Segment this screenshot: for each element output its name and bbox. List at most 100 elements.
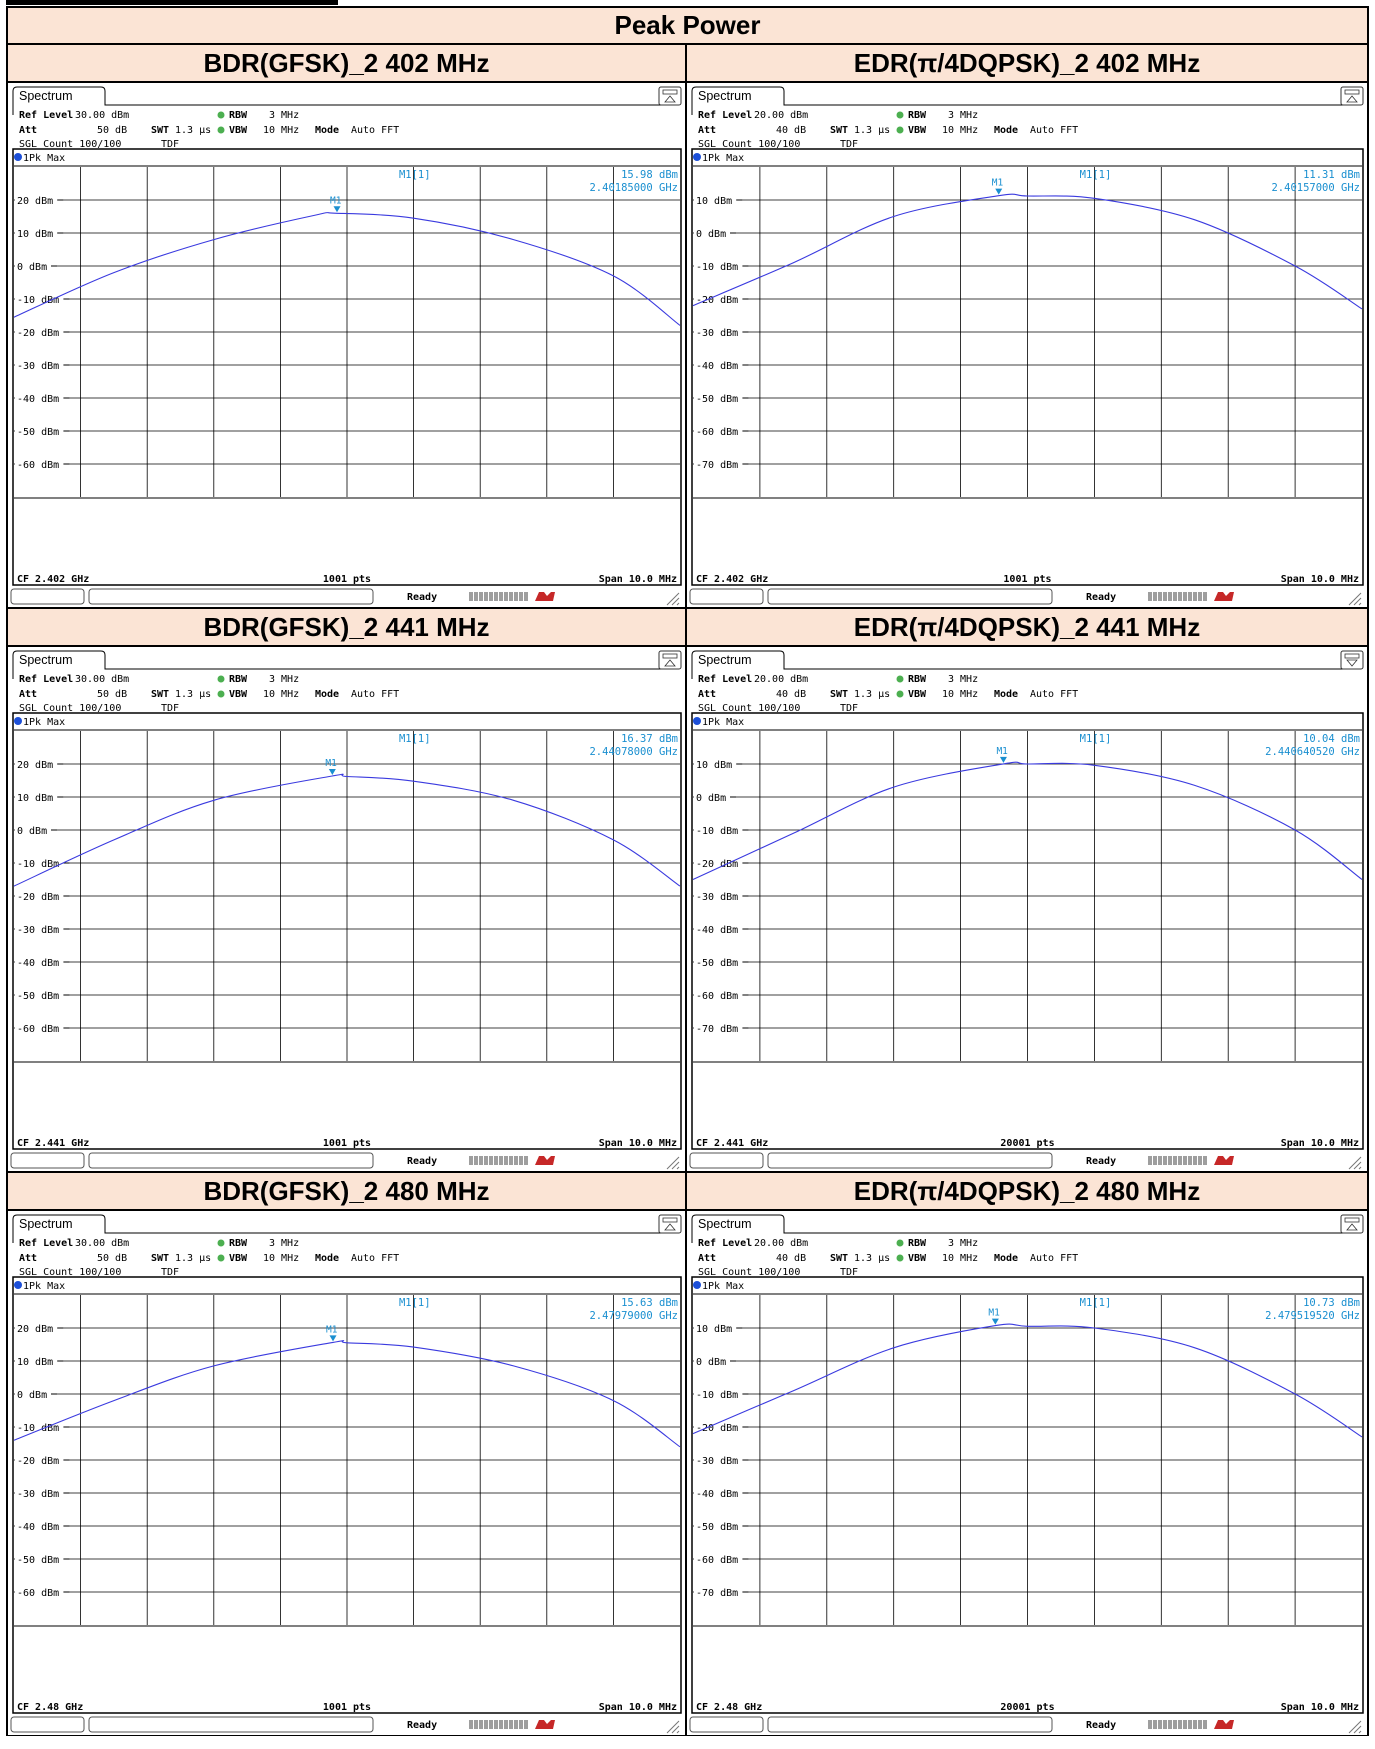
ref-level-value: 30.00 dBm — [75, 674, 129, 685]
status-ready: Ready — [407, 1156, 437, 1167]
marker-readout-frequency: 2.40185000 GHz — [589, 182, 678, 194]
settings-info: Ref Level 30.00 dBm Att 50 dB SGL Count 100/… — [19, 1238, 399, 1292]
settings-info: Ref Level 20.00 dBm Att 40 dB SGL Count 100/… — [698, 110, 1078, 164]
center-frequency: CF 2.441 GHz — [17, 1138, 89, 1149]
tab-spectrum-label: Spectrum — [19, 653, 73, 667]
up-arrow-icon[interactable] — [1340, 1214, 1364, 1234]
vbw-label: VBW — [229, 1253, 248, 1264]
tab-spectrum[interactable]: Spectrum — [691, 1214, 1359, 1243]
vbw-status-icon — [896, 1254, 904, 1262]
y-tick-label: 0 dBm — [17, 262, 47, 273]
ref-level-label: Ref Level — [698, 1238, 752, 1249]
status-field — [10, 1152, 85, 1169]
mode-label: Mode — [315, 1253, 339, 1264]
swt-value: 1.3 µs — [175, 1253, 211, 1264]
marker-readout-frequency: 2.479519520 GHz — [1265, 1310, 1360, 1322]
spectrum-analyzer-display: Spectrum Ref Level 20.00 dBm Att 40 dB SGL Co… — [689, 650, 1364, 1170]
marker-readout-label: M1[1] — [1080, 169, 1112, 181]
vbw-label: VBW — [908, 689, 927, 700]
tab-spectrum[interactable]: Spectrum — [691, 86, 1359, 115]
y-tick-label: -40 dBm — [17, 394, 59, 405]
y-tick-label: -60 dBm — [17, 1588, 59, 1599]
rbw-value: 3 MHz — [948, 674, 978, 685]
trace-line — [692, 1323, 1363, 1438]
down-arrow-icon[interactable] — [1340, 650, 1364, 670]
mode-label: Mode — [994, 689, 1018, 700]
rbw-status-icon — [896, 111, 904, 119]
up-arrow-icon[interactable] — [658, 86, 682, 106]
status-bar: Ready — [10, 1152, 680, 1170]
trace-line — [13, 1340, 681, 1448]
trace-line — [692, 761, 1363, 880]
status-message-field — [767, 1716, 1053, 1733]
att-label: Att — [698, 689, 716, 700]
marker-m1: M1 — [992, 178, 1003, 195]
marker-readout-frequency: 2.47979000 GHz — [589, 1310, 678, 1322]
marker-readout-label: M1[1] — [399, 1297, 431, 1309]
sweep-points: 20001 pts — [1000, 1138, 1054, 1149]
up-arrow-icon[interactable] — [658, 1214, 682, 1234]
trace-indicator-icon — [14, 1281, 22, 1289]
diagram-frame — [12, 712, 682, 1150]
att-label: Att — [698, 1253, 716, 1264]
rs-logo-icon — [1214, 1156, 1234, 1165]
status-bar: Ready — [10, 1716, 680, 1734]
status-message-field — [767, 1152, 1053, 1169]
tab-spectrum[interactable]: Spectrum — [12, 1214, 677, 1243]
center-frequency: CF 2.402 GHz — [17, 574, 89, 585]
settings-info: Ref Level 20.00 dBm Att 40 dB SGL Count 100/… — [698, 674, 1078, 728]
sweep-points: 20001 pts — [1000, 1702, 1054, 1713]
trace-indicator-icon — [14, 717, 22, 725]
marker-readout-level: 11.31 dBm — [1303, 169, 1360, 181]
marker-m1-label: M1 — [326, 1324, 338, 1335]
up-arrow-icon[interactable] — [658, 650, 682, 670]
tab-spectrum[interactable]: Spectrum — [12, 86, 677, 115]
rbw-label: RBW — [229, 110, 248, 121]
marker-readout-label: M1[1] — [399, 169, 431, 181]
swt-value: 1.3 µs — [854, 1253, 890, 1264]
y-tick-label: -50 dBm — [696, 958, 738, 969]
att-label: Att — [19, 125, 37, 136]
y-tick-label: 20 dBm — [17, 196, 53, 207]
tab-spectrum-label: Spectrum — [698, 653, 752, 667]
y-tick-label: -10 dBm — [696, 1390, 738, 1401]
vbw-status-icon — [896, 690, 904, 698]
rs-logo-icon — [535, 1720, 555, 1729]
tab-spectrum[interactable]: Spectrum — [12, 650, 677, 679]
resize-grip-icon — [1348, 1720, 1362, 1734]
ref-level-value: 20.00 dBm — [754, 674, 808, 685]
sgl-count: SGL Count 100/100 — [19, 139, 121, 150]
y-tick-label: -10 dBm — [17, 859, 59, 870]
mode-value: Auto FFT — [1030, 1253, 1078, 1264]
marker-readout-label: M1[1] — [399, 733, 431, 745]
center-frequency: CF 2.48 GHz — [17, 1702, 83, 1713]
y-tick-label: -20 dBm — [696, 859, 738, 870]
y-tick-label: -50 dBm — [17, 1555, 59, 1566]
att-value: 50 dB — [97, 125, 127, 136]
rbw-value: 3 MHz — [269, 674, 299, 685]
att-value: 40 dB — [776, 1253, 806, 1264]
ref-level-label: Ref Level — [698, 110, 752, 121]
diagram-frame — [691, 1276, 1364, 1714]
y-tick-label: 20 dBm — [17, 1324, 53, 1335]
swt-value: 1.3 µs — [854, 125, 890, 136]
mode-value: Auto FFT — [351, 125, 399, 136]
up-arrow-icon[interactable] — [1340, 86, 1364, 106]
tab-spectrum[interactable]: Spectrum — [691, 650, 1359, 679]
frequency-span: Span 10.0 MHz — [1281, 1702, 1359, 1713]
spectrum-screenshot: Spectrum Ref Level 30.00 dBm Att 50 dB SGL Co… — [6, 646, 686, 1172]
frequency-span: Span 10.0 MHz — [1281, 574, 1359, 585]
trace-indicator-icon — [14, 153, 22, 161]
rbw-status-icon — [896, 1239, 904, 1247]
sweep-points: 1001 pts — [323, 574, 371, 585]
status-message-field — [88, 588, 374, 605]
ref-level-label: Ref Level — [19, 1238, 73, 1249]
section-header: EDR(π/4DQPSK)_2 402 MHz — [686, 44, 1369, 82]
ref-level-label: Ref Level — [698, 674, 752, 685]
trace-label: 1Pk Max — [702, 717, 744, 728]
vbw-label: VBW — [229, 689, 248, 700]
marker-m1-label: M1 — [996, 746, 1008, 757]
